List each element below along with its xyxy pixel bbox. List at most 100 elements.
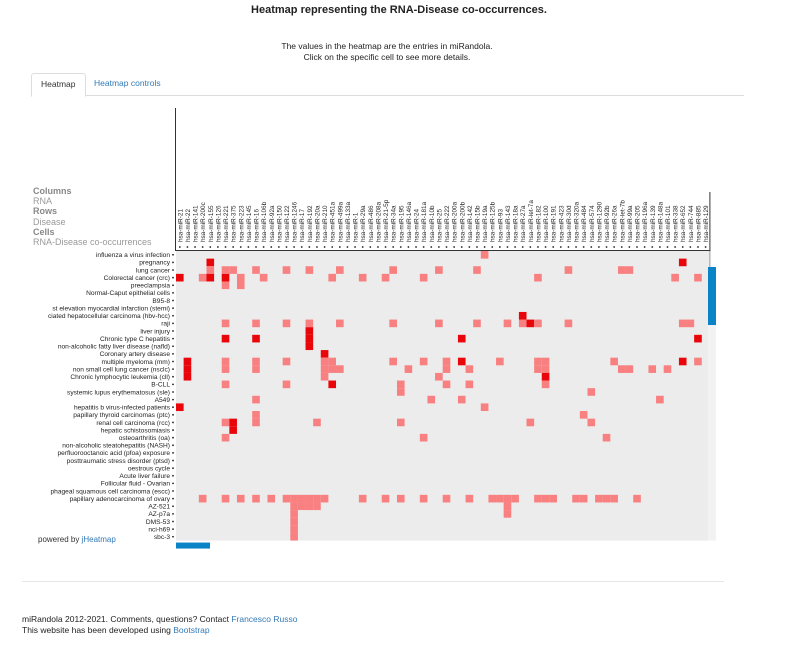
heatmap-cell[interactable] <box>282 357 291 366</box>
heatmap-cell[interactable] <box>389 357 397 366</box>
row-label[interactable]: st elevation myocardial infarction (stem… <box>52 305 170 312</box>
heatmap-cell[interactable] <box>511 494 519 503</box>
heatmap-cell[interactable] <box>297 494 306 503</box>
column-label[interactable]: hsa-miR-375 <box>231 205 238 242</box>
heatmap-cell[interactable] <box>404 365 413 373</box>
heatmap-cell[interactable] <box>465 380 474 389</box>
heatmap-cell[interactable] <box>336 319 344 328</box>
heatmap-cell[interactable] <box>381 494 390 503</box>
row-label[interactable]: preeclampsia <box>131 283 171 290</box>
heatmap-cell[interactable] <box>176 273 184 282</box>
column-label[interactable]: hsa-miR-93 <box>497 209 504 242</box>
column-label[interactable]: hsa-miR-210 <box>322 205 329 242</box>
heatmap-cell[interactable] <box>221 418 230 427</box>
heatmap-cell[interactable] <box>252 334 260 343</box>
heatmap-cell[interactable] <box>564 266 573 274</box>
heatmap-cell[interactable] <box>694 334 702 343</box>
row-label[interactable]: DMS-53 <box>146 519 171 526</box>
heatmap-cell[interactable] <box>252 411 260 419</box>
heatmap-cell[interactable] <box>419 357 428 366</box>
heatmap-cell[interactable] <box>358 494 367 503</box>
horizontal-scrollbar-thumb[interactable] <box>176 542 210 549</box>
column-label[interactable]: hsa-miR-139 <box>650 205 657 242</box>
column-label[interactable]: hsa-miR-29a <box>360 205 367 242</box>
row-label[interactable]: papillary adenocarcinoma of ovary <box>70 496 171 503</box>
column-label[interactable]: hsa-miR-143 <box>505 205 512 242</box>
row-label[interactable]: Chronic lymphocytic leukemia (cll) <box>70 374 170 381</box>
heatmap-cell[interactable] <box>663 365 672 373</box>
heatmap-cell[interactable] <box>313 502 321 511</box>
heatmap-cell[interactable] <box>252 418 260 427</box>
column-label[interactable]: hsa-miR-1246 <box>292 201 299 242</box>
column-label[interactable]: hsa-miR-145 <box>246 205 253 242</box>
heatmap-cell[interactable] <box>282 494 291 503</box>
column-label[interactable]: hsa-miR-484 <box>581 205 588 242</box>
column-label[interactable]: hsa-miR-338 <box>673 205 680 242</box>
heatmap-cell[interactable] <box>305 342 314 351</box>
heatmap-cell[interactable] <box>328 273 337 282</box>
heatmap-cell[interactable] <box>221 494 230 503</box>
heatmap-cell[interactable] <box>503 494 512 503</box>
row-label[interactable]: raji <box>161 321 170 328</box>
heatmap-cell[interactable] <box>648 365 657 373</box>
heatmap-cell[interactable] <box>198 273 207 282</box>
heatmap-cell[interactable] <box>534 319 542 328</box>
tab-heatmap-controls[interactable]: Heatmap controls <box>94 78 161 88</box>
heatmap-cell[interactable] <box>457 395 466 404</box>
heatmap-cell[interactable] <box>396 380 405 389</box>
heatmap-cell[interactable] <box>336 365 344 373</box>
column-label[interactable]: hsa-miR-200b <box>459 201 466 242</box>
heatmap-cell[interactable] <box>678 258 687 267</box>
heatmap-cell[interactable] <box>435 372 443 381</box>
heatmap-cell[interactable] <box>671 273 679 282</box>
column-label[interactable]: hsa-miR-150 <box>276 205 283 242</box>
column-label[interactable]: hsa-miR-126 <box>215 205 222 242</box>
heatmap-cell[interactable] <box>328 380 337 389</box>
bootstrap-link[interactable]: Bootstrap <box>173 625 210 635</box>
heatmap-cell[interactable] <box>221 319 230 328</box>
heatmap-cell[interactable] <box>381 273 390 282</box>
heatmap-cell[interactable] <box>221 266 230 274</box>
heatmap-cell[interactable] <box>541 494 550 503</box>
heatmap-cell[interactable] <box>503 510 512 518</box>
heatmap-cell[interactable] <box>290 525 298 533</box>
row-label[interactable]: Colorectal cancer (crc) <box>104 275 170 282</box>
heatmap-cell[interactable] <box>206 266 215 274</box>
heatmap-cell[interactable] <box>694 357 702 366</box>
contact-link[interactable]: Francesco Russo <box>231 614 298 624</box>
vertical-scroll-track[interactable] <box>708 267 716 541</box>
heatmap-cell[interactable] <box>176 403 184 412</box>
heatmap-cell[interactable] <box>579 411 588 419</box>
heatmap-cell[interactable] <box>678 319 687 328</box>
heatmap-cell[interactable] <box>465 365 474 373</box>
heatmap-cell[interactable] <box>427 395 436 404</box>
row-label[interactable]: liver injury <box>140 328 170 335</box>
heatmap-cell[interactable] <box>419 433 428 442</box>
row-label[interactable]: Follicular fluid - Ovarian <box>101 481 171 488</box>
heatmap-chart[interactable]: hsa-miR-21 hsa-miR-22 hsa-miR-141 hsa-miR-2… <box>0 0 798 560</box>
heatmap-cell[interactable] <box>183 357 192 366</box>
row-label[interactable]: phageal squamous cell carcinoma (escc) <box>51 488 170 495</box>
heatmap-cell[interactable] <box>252 266 260 274</box>
column-label[interactable]: hsa-miR-148a <box>657 201 664 242</box>
column-label[interactable]: hsa-miR-155 <box>208 205 215 242</box>
heatmap-cell[interactable] <box>221 357 230 366</box>
heatmap-cell[interactable] <box>389 266 397 274</box>
heatmap-cell[interactable] <box>305 494 314 503</box>
column-label[interactable]: hsa-miR-129 <box>703 205 710 242</box>
heatmap-cell[interactable] <box>236 494 245 503</box>
heatmap-cell[interactable] <box>259 273 268 282</box>
heatmap-cell[interactable] <box>236 281 245 290</box>
heatmap-cell[interactable] <box>610 357 618 366</box>
heatmap-cell[interactable] <box>221 273 230 282</box>
column-label[interactable]: hsa-miR-181a <box>421 201 428 242</box>
row-label[interactable]: lung cancer <box>136 267 171 274</box>
heatmap-cell[interactable] <box>297 502 306 511</box>
heatmap-cell[interactable] <box>320 357 329 366</box>
column-label[interactable]: hsa-miR-205 <box>635 205 642 242</box>
heatmap-cell[interactable] <box>564 319 573 328</box>
heatmap-cell[interactable] <box>473 266 481 274</box>
heatmap-cell[interactable] <box>442 365 451 373</box>
row-label[interactable]: B95-8 <box>152 298 170 305</box>
heatmap-cell[interactable] <box>252 395 260 404</box>
